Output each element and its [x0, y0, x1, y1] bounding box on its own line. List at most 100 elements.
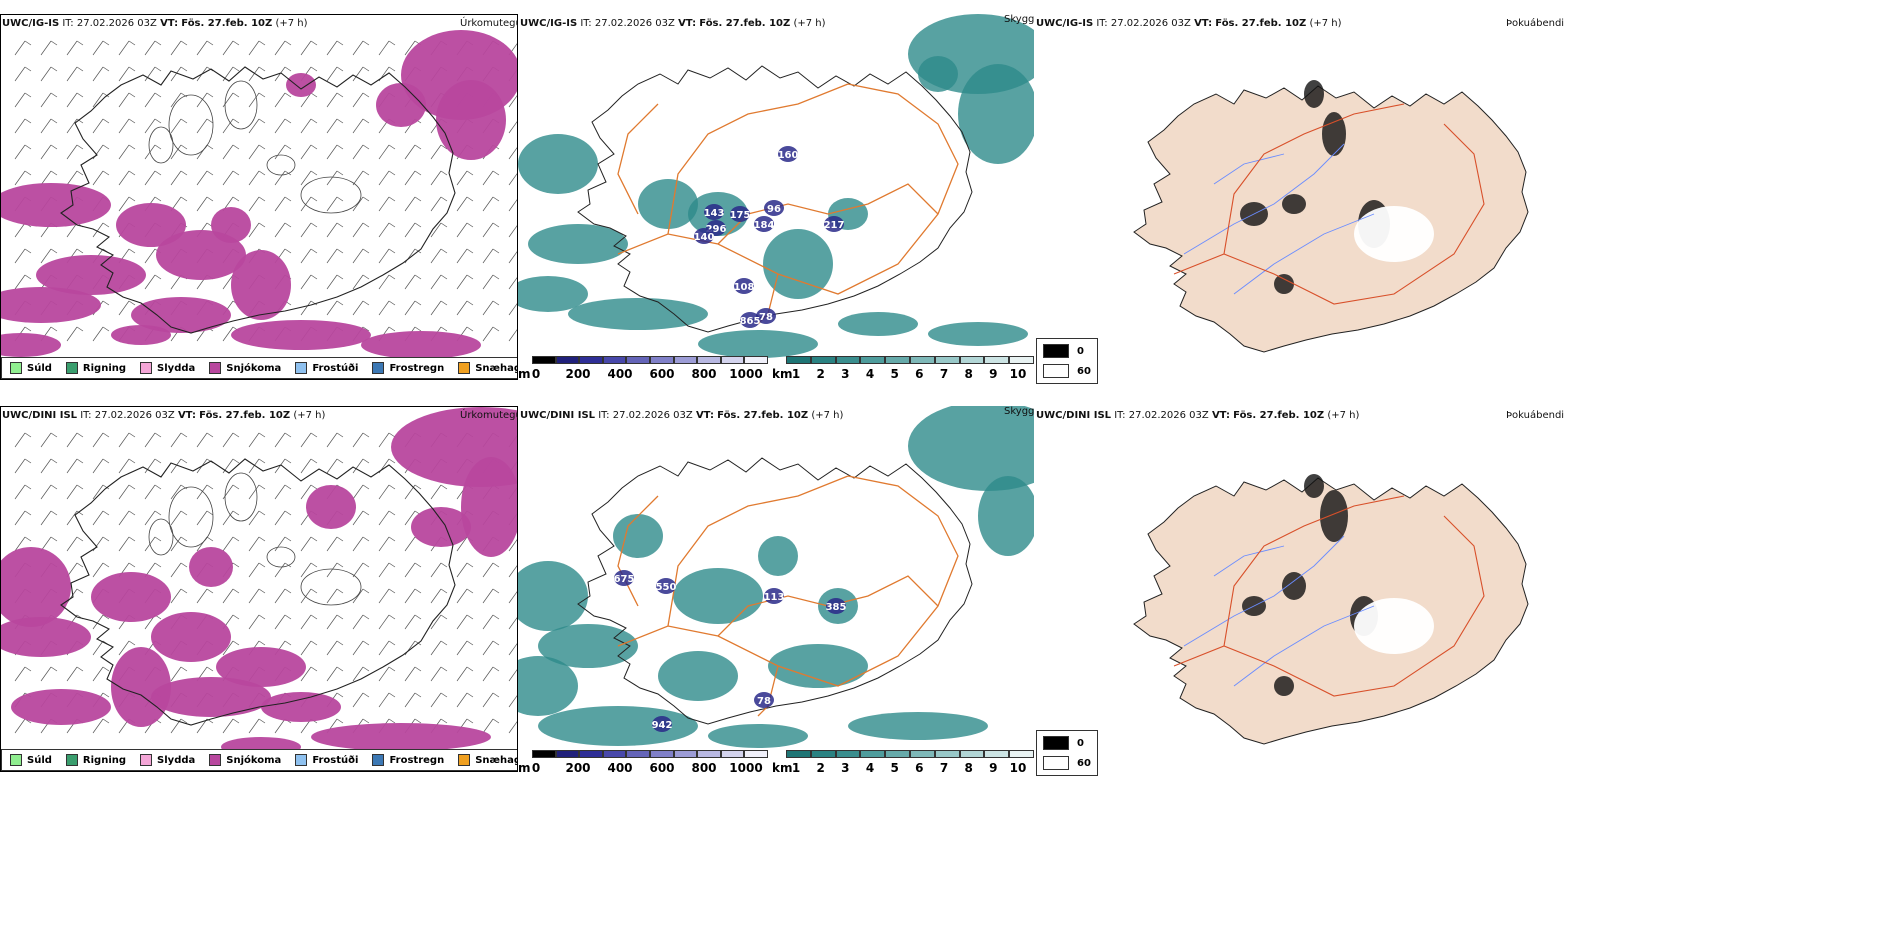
visibility-bar-2: km 1 2 3 4 5 6 7 8 9 10: [772, 750, 1034, 780]
wind-barb: [40, 92, 58, 108]
low-cloud-area: [778, 146, 798, 162]
wind-barb: [14, 144, 32, 160]
land-area: [1133, 477, 1529, 745]
legend-swatch: [372, 362, 385, 374]
wind-barb: [144, 432, 162, 448]
cloud-panel-2: 675 550 113 385 78 942: [518, 406, 1034, 772]
wind-barb: [378, 614, 396, 630]
wind-barb: [274, 562, 292, 578]
fog-legend-swatch: [1043, 364, 1069, 378]
wind-barb: [14, 510, 32, 526]
wind-barb: [352, 144, 370, 160]
legend-swatch: [65, 362, 78, 374]
wind-barb: [300, 458, 318, 474]
wind-barb: [196, 196, 214, 212]
wind-barb: [274, 92, 292, 108]
snow-area: [376, 83, 426, 127]
wind-barb: [430, 144, 448, 160]
terrain-contour: [266, 154, 296, 176]
land-area: [1133, 85, 1529, 353]
wind-barb: [66, 666, 84, 682]
wind-barb: [508, 617, 517, 630]
colorbar-segment: [579, 750, 603, 758]
it-value: 27.02.2026 03Z: [1110, 18, 1191, 29]
colorbar-tick: 9: [989, 761, 998, 775]
colorbar-tick: 400: [607, 367, 633, 381]
vt-label: VT:: [1194, 18, 1213, 29]
wind-barb: [66, 326, 84, 342]
snow-area: [111, 647, 171, 727]
colorbar-unit: km: [772, 761, 793, 775]
wind-barb: [92, 510, 110, 526]
wind-barb: [92, 144, 110, 160]
wind-barb: [456, 274, 474, 290]
legend-swatch: [295, 362, 308, 374]
wind-barb: [456, 666, 474, 682]
legend-label: Snæhagl: [475, 754, 517, 766]
model-name: UWC/DINI ISL: [520, 410, 596, 421]
wind-barb: [40, 536, 58, 552]
wind-barb: [144, 458, 162, 474]
wind-barb: [378, 640, 396, 656]
wind-barb: [300, 588, 318, 604]
wind-barb: [92, 666, 110, 682]
snow-area: [461, 457, 517, 557]
low-visibility-area: [848, 712, 988, 740]
wind-barb: [14, 118, 32, 134]
wind-barb: [274, 196, 292, 212]
snow-area: [436, 80, 506, 160]
wind-barb: [66, 510, 84, 526]
wind-barb: [118, 144, 136, 160]
low-cloud-area: [656, 578, 676, 594]
wind-barb: [326, 170, 344, 186]
low-visibility-area: [538, 624, 638, 668]
legend-item: Frostregn: [372, 754, 444, 766]
wind-barb: [300, 118, 318, 134]
wind-barb: [352, 40, 370, 56]
snow-area: [306, 485, 356, 529]
colorbar-tick: 0: [531, 367, 541, 381]
wind-barb: [248, 536, 266, 552]
legend-label: Rigning: [82, 362, 127, 374]
cloud-base-label: 296: [706, 224, 727, 235]
wind-barb: [456, 300, 474, 316]
wind-barb: [92, 458, 110, 474]
wind-barb: [404, 614, 422, 630]
wind-barb: [326, 196, 344, 212]
colorbar-segment: [673, 356, 698, 364]
it-label: IT:: [62, 18, 74, 29]
colorbar-segment: [786, 356, 811, 364]
wind-barb: [14, 66, 32, 82]
low-visibility-area: [673, 568, 763, 624]
wind-barb: [222, 536, 240, 552]
wind-barb: [300, 640, 318, 656]
low-visibility-area: [838, 312, 918, 336]
road: [617, 495, 659, 607]
low-visibility-area: [528, 224, 628, 264]
wind-barb: [430, 222, 448, 238]
fog-legend-label: 60: [1077, 758, 1091, 769]
wind-barb: [508, 565, 517, 578]
wind-barb: [352, 432, 370, 448]
fog-index-high: [1304, 474, 1324, 498]
wind-barb: [170, 588, 188, 604]
colorbar-tick: 400: [607, 761, 633, 775]
snow-area: [91, 572, 171, 622]
wind-barb: [274, 510, 292, 526]
legend-label: Slydda: [157, 362, 196, 374]
wind-barb: [456, 248, 474, 264]
low-cloud-area: [756, 308, 776, 324]
wind-barb: [144, 144, 162, 160]
wind-barb: [326, 248, 344, 264]
wind-barb: [482, 170, 500, 186]
wind-barb: [248, 92, 266, 108]
wind-barb: [378, 274, 396, 290]
wind-barb: [144, 66, 162, 82]
wind-barb: [352, 92, 370, 108]
colorbar-tick: 1000: [729, 367, 763, 381]
wind-barb: [456, 196, 474, 212]
wind-barb: [404, 144, 422, 160]
wind-barb: [66, 92, 84, 108]
precip-panel-2: Súld Rigning Slydda Snjókoma Frostúði Frostre…: [0, 406, 518, 772]
model-name: UWC/IG-IS: [2, 18, 60, 29]
